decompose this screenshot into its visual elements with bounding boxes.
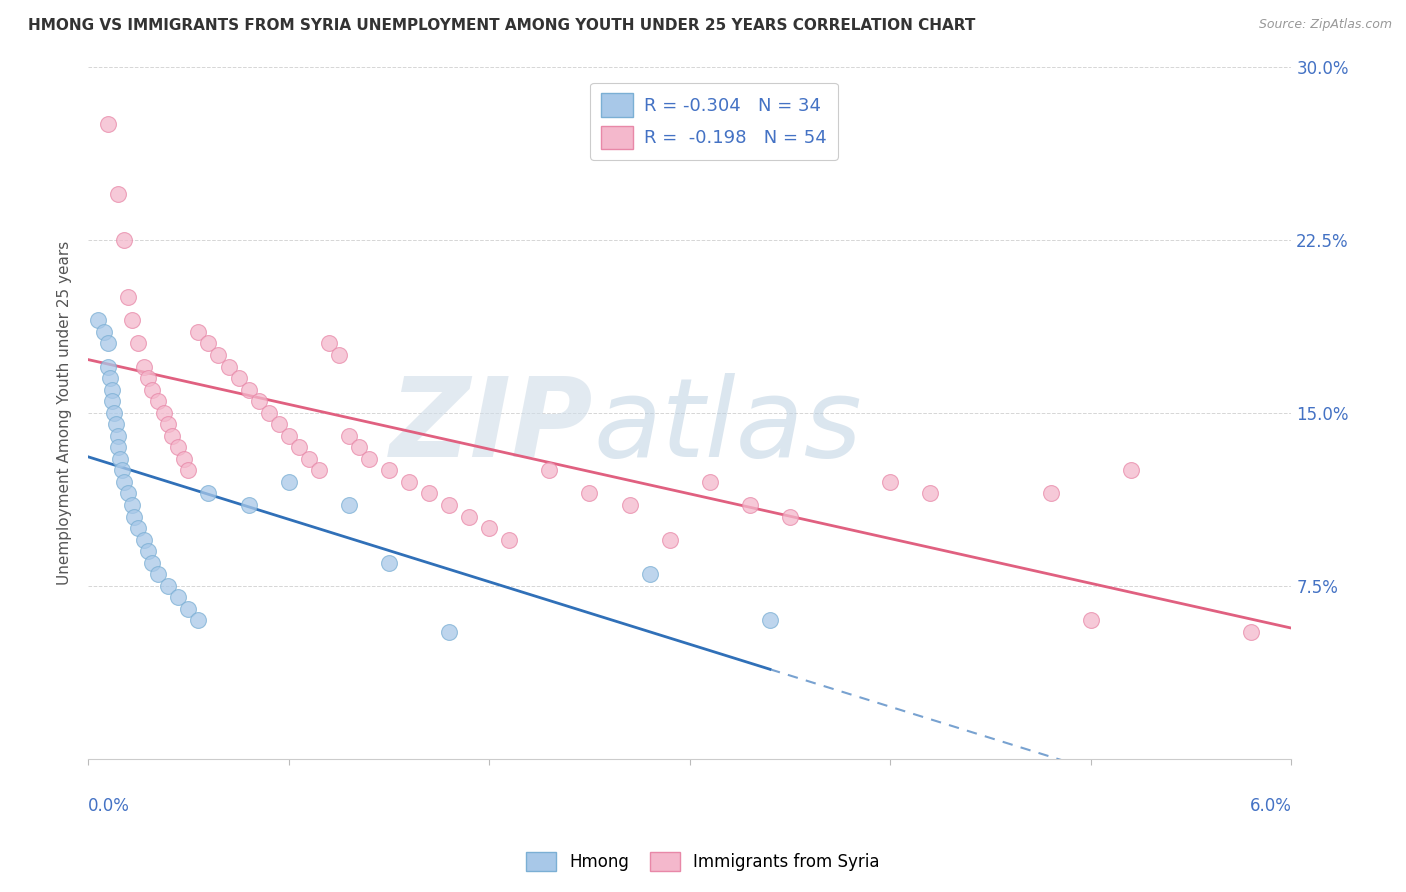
Point [247, 394, 270, 409]
Point [167, 591, 190, 605]
Point [112, 475, 135, 489]
Point [124, 509, 146, 524]
Point [879, 475, 901, 489]
Point [759, 613, 782, 627]
Point [378, 463, 401, 477]
Point [97, 117, 120, 131]
Point [619, 498, 641, 512]
Point [134, 359, 156, 374]
Point [187, 613, 209, 627]
Point [173, 451, 195, 466]
Point [127, 521, 149, 535]
Text: 6.0%: 6.0% [1250, 797, 1291, 815]
Point [658, 533, 681, 547]
Point [277, 475, 299, 489]
Point [148, 394, 170, 409]
Point [207, 348, 229, 362]
Legend: Hmong, Immigrants from Syria: Hmong, Immigrants from Syria [519, 843, 887, 880]
Point [277, 429, 299, 443]
Point [98, 371, 121, 385]
Point [162, 429, 184, 443]
Point [298, 451, 321, 466]
Point [112, 233, 135, 247]
Point [238, 383, 260, 397]
Point [1080, 613, 1102, 627]
Point [437, 498, 460, 512]
Y-axis label: Unemployment Among Youth under 25 years: Unemployment Among Youth under 25 years [58, 241, 72, 585]
Point [378, 556, 401, 570]
Point [920, 486, 942, 500]
Point [699, 475, 721, 489]
Point [136, 544, 159, 558]
Point [498, 533, 520, 547]
Point [167, 440, 190, 454]
Point [105, 417, 128, 432]
Point [1119, 463, 1142, 477]
Point [337, 429, 360, 443]
Point [328, 348, 350, 362]
Point [398, 475, 420, 489]
Point [228, 371, 250, 385]
Point [93, 325, 115, 339]
Point [97, 336, 120, 351]
Point [287, 440, 309, 454]
Point [738, 498, 761, 512]
Point [121, 498, 143, 512]
Point [267, 417, 290, 432]
Point [638, 567, 661, 582]
Point [97, 359, 120, 374]
Point [121, 313, 143, 327]
Point [578, 486, 600, 500]
Point [347, 440, 370, 454]
Text: atlas: atlas [593, 373, 862, 480]
Point [218, 359, 240, 374]
Text: HMONG VS IMMIGRANTS FROM SYRIA UNEMPLOYMENT AMONG YOUTH UNDER 25 YEARS CORRELATI: HMONG VS IMMIGRANTS FROM SYRIA UNEMPLOYM… [28, 18, 976, 33]
Point [177, 463, 200, 477]
Point [197, 486, 219, 500]
Point [107, 429, 129, 443]
Point [437, 624, 460, 639]
Point [238, 498, 260, 512]
Point [127, 336, 149, 351]
Point [257, 406, 280, 420]
Point [148, 567, 170, 582]
Point [117, 290, 139, 304]
Legend: R = -0.304   N = 34, R =  -0.198   N = 54: R = -0.304 N = 34, R = -0.198 N = 54 [591, 83, 838, 160]
Point [197, 336, 219, 351]
Point [478, 521, 501, 535]
Point [1240, 624, 1263, 639]
Point [779, 509, 801, 524]
Point [107, 186, 129, 201]
Point [337, 498, 360, 512]
Point [103, 406, 125, 420]
Point [141, 556, 163, 570]
Point [134, 533, 156, 547]
Text: Source: ZipAtlas.com: Source: ZipAtlas.com [1258, 18, 1392, 31]
Point [136, 371, 159, 385]
Point [1039, 486, 1062, 500]
Point [110, 451, 132, 466]
Point [318, 336, 340, 351]
Point [87, 313, 110, 327]
Point [111, 463, 134, 477]
Point [177, 602, 200, 616]
Point [157, 579, 180, 593]
Point [187, 325, 209, 339]
Point [107, 440, 129, 454]
Point [458, 509, 481, 524]
Point [101, 394, 124, 409]
Text: 0.0%: 0.0% [89, 797, 129, 815]
Point [117, 486, 139, 500]
Text: ZIP: ZIP [389, 373, 593, 480]
Point [357, 451, 380, 466]
Point [141, 383, 163, 397]
Point [418, 486, 440, 500]
Point [153, 406, 176, 420]
Point [538, 463, 561, 477]
Point [308, 463, 330, 477]
Point [101, 383, 124, 397]
Point [157, 417, 180, 432]
